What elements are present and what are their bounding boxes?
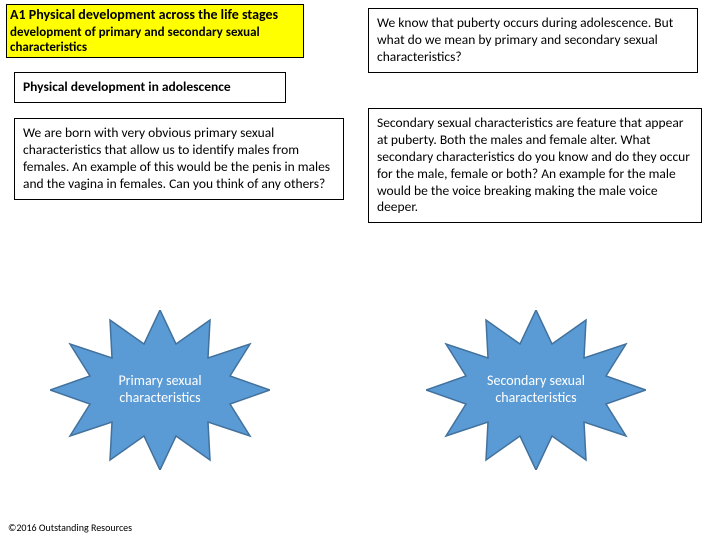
- secondary-starburst-label: Secondary sexual characteristics: [466, 373, 606, 407]
- slide-header: A1 Physical development across the life …: [6, 4, 304, 58]
- primary-starburst: burst Primary sexual characteristics: [50, 310, 270, 470]
- slide-title: A1 Physical development across the life …: [10, 6, 300, 23]
- section-heading: Physical development in adolescence: [14, 72, 286, 103]
- puberty-question-box: We know that puberty occurs during adole…: [368, 8, 698, 73]
- secondary-description-box: Secondary sexual characteristics are fea…: [368, 108, 702, 223]
- secondary-starburst: Secondary sexual characteristics: [426, 310, 646, 470]
- copyright-footer: ©2016 Outstanding Resources: [8, 521, 132, 534]
- primary-description-box: We are born with very obvious primary se…: [14, 118, 344, 200]
- slide-subtitle: development of primary and secondary sex…: [10, 25, 300, 55]
- primary-starburst-label: Primary sexual characteristics: [90, 373, 230, 407]
